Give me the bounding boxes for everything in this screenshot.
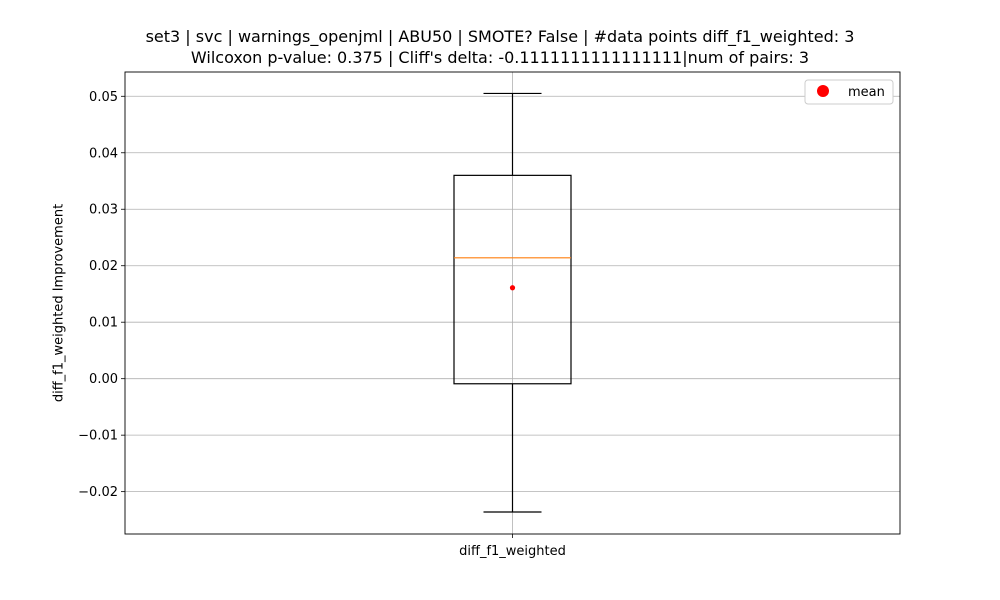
chart-title-line-1: set3 | svc | warnings_openjml | ABU50 | … bbox=[145, 27, 855, 46]
chart-title-line-2: Wilcoxon p-value: 0.375 | Cliff's delta:… bbox=[190, 48, 810, 67]
y-tick-label: −0.01 bbox=[78, 429, 118, 444]
y-tick-label: −0.02 bbox=[78, 485, 118, 500]
y-tick-label: 0.05 bbox=[89, 90, 118, 105]
legend-box bbox=[804, 79, 894, 105]
y-tick-label: 0.04 bbox=[89, 146, 118, 161]
plot-frame bbox=[124, 71, 901, 535]
legend-mean-marker bbox=[817, 85, 829, 97]
iqr-box bbox=[453, 174, 572, 385]
y-tick-label: 0.00 bbox=[89, 372, 118, 387]
legend-mean-label: mean bbox=[848, 85, 885, 100]
mean-marker bbox=[509, 285, 516, 291]
x-tick-label: diff_f1_weighted bbox=[459, 544, 566, 559]
y-tick-label: 0.02 bbox=[89, 259, 118, 274]
y-tick-label: 0.03 bbox=[89, 203, 118, 218]
y-tick-label: 0.01 bbox=[89, 316, 118, 331]
